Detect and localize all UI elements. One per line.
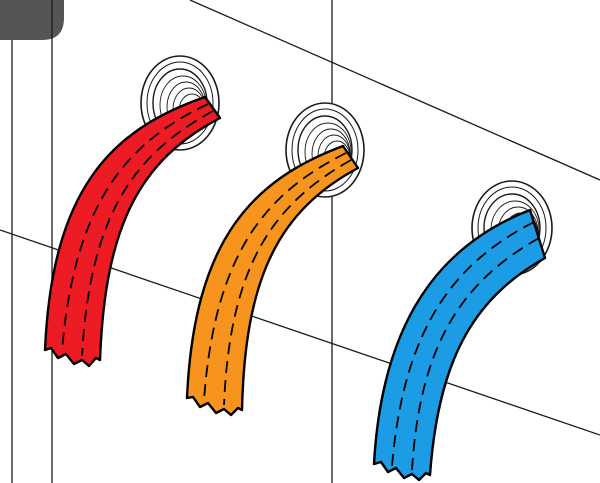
hose-red-body (43, 95, 222, 368)
hose-blue-body (372, 208, 547, 482)
hose-blue (372, 208, 547, 482)
hose-red (43, 95, 222, 368)
wall-seam-top-diagonal (189, 0, 600, 181)
hose-orange (185, 144, 360, 417)
step-badge-icon (0, 0, 64, 40)
